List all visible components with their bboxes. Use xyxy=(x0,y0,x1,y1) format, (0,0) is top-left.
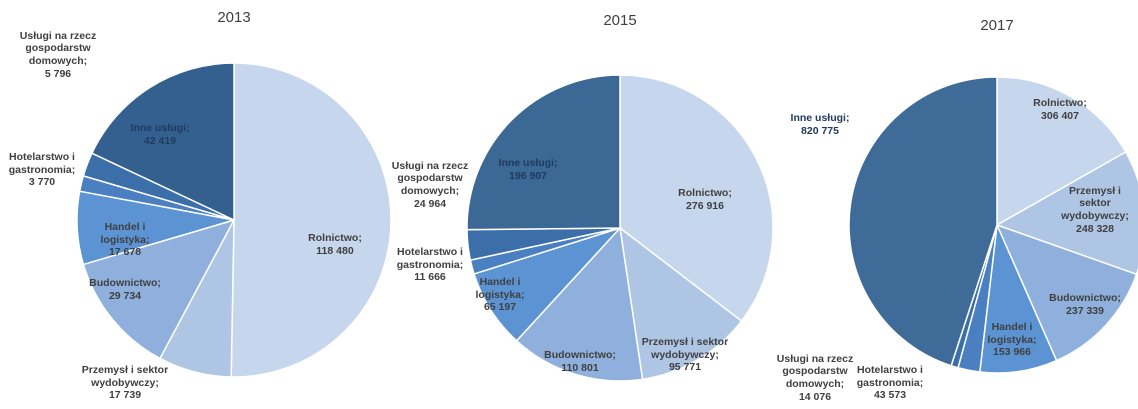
slice-label-box: Rolnictwo; 306 407 xyxy=(1020,80,1100,140)
slice-label-box: Budownictwo; 110 801 xyxy=(540,332,620,392)
chart-title: 2013 xyxy=(217,9,250,26)
pie-slice xyxy=(466,74,621,231)
slice-label: Handel i logistyka;153 966 xyxy=(982,310,1042,370)
slice-label: Usługi na rzecz gospodarstw domowych;5 7… xyxy=(13,25,103,85)
slice-value: 3 770 xyxy=(28,176,56,189)
slice-value: 196 907 xyxy=(509,170,547,182)
slice-value: 11 666 xyxy=(414,271,446,284)
slice-label-box: Hotelarstwo i gastronomia; 43 573 xyxy=(850,353,930,409)
pie-slice xyxy=(619,74,774,323)
slice-value: 248 328 xyxy=(1076,222,1114,235)
slice-label-box: Hotelarstwo i gastronomia; 3 770 xyxy=(2,140,82,200)
slice-category: Budownictwo; xyxy=(544,349,616,362)
slice-category: Rolnictwo; xyxy=(678,187,732,200)
slice-value: 95 771 xyxy=(668,361,702,374)
slice-label-box: Budownictwo; 237 339 xyxy=(1045,275,1125,335)
slice-category: Rolnictwo; xyxy=(1033,97,1087,110)
slice-label-box: Usługi na rzecz gospodarstw domowych; 5 7… xyxy=(13,25,103,85)
slice-category: Przemysł i sektor wydobywczy; xyxy=(81,364,169,389)
slice-category: Handel i logistyka; xyxy=(475,276,525,301)
slice-label-box: Handel i logistyka; 153 966 xyxy=(982,310,1042,370)
slice-label: Usługi na rzecz gospodarstw domowych;14 … xyxy=(775,348,855,408)
slice-value: 820 775 xyxy=(801,125,839,137)
slice-label: Rolnictwo;118 480 xyxy=(295,215,375,275)
pie-slice xyxy=(848,76,998,367)
slice-category: Budownictwo; xyxy=(1049,292,1121,305)
slice-label: Przemysł i sektor wydobywczy;248 328 xyxy=(1055,180,1135,240)
slice-label: Przemysł i sektor wydobywczy;95 771 xyxy=(630,325,740,385)
slice-value: 306 407 xyxy=(1041,110,1079,122)
chart-title: 2015 xyxy=(603,12,636,29)
slice-label-box: Rolnictwo; 276 916 xyxy=(665,170,745,230)
slice-value: 29 734 xyxy=(108,290,142,302)
slice-value: 24 964 xyxy=(413,197,447,210)
slice-category: Hotelarstwo i gastronomia; xyxy=(856,364,924,389)
pie-slice xyxy=(82,218,236,360)
slice-label: Hotelarstwo i gastronomia;11 666 xyxy=(390,235,470,295)
slice-label: Hotelarstwo i gastronomia;43 573 xyxy=(850,353,930,409)
slice-value: 17 739 xyxy=(108,389,142,402)
slice-label-box: Przemysł i sektor wydobywczy; 95 771 xyxy=(630,325,740,385)
slice-label-box: Handel i logistyka; 17 678 xyxy=(80,210,170,270)
slice-label-box: Usługi na rzecz gospodarstw domowych; 14 … xyxy=(775,348,855,408)
slice-label: Handel i logistyka;65 197 xyxy=(465,265,535,325)
slice-label: Inne usługi;820 775 xyxy=(785,95,855,155)
slice-value: 276 916 xyxy=(686,200,724,212)
slice-label: Budownictwo;237 339 xyxy=(1045,275,1125,335)
slice-category: Usługi na rzecz gospodarstw domowych; xyxy=(391,159,469,197)
slice-label-box: Rolnictwo; 118 480 xyxy=(295,215,375,275)
slice-label-box: Hotelarstwo i gastronomia; 11 666 xyxy=(390,235,470,295)
pie-slice xyxy=(515,226,644,382)
slice-label: Rolnictwo;276 916 xyxy=(665,170,745,230)
slice-value: 65 197 xyxy=(483,301,517,314)
slice-category: Hotelarstwo i gastronomia; xyxy=(396,246,464,271)
slice-category: Handel i logistyka; xyxy=(987,321,1037,346)
slice-label-box: Usługi na rzecz gospodarstw domowych; 24 … xyxy=(385,155,475,215)
slice-category: Handel i logistyka; xyxy=(100,221,150,246)
slice-value: 42 419 xyxy=(143,135,177,147)
pie-slice xyxy=(618,226,743,381)
pie-slice xyxy=(995,151,1138,276)
slice-value: 153 966 xyxy=(993,346,1031,359)
slice-label: Rolnictwo;306 407 xyxy=(1020,80,1100,140)
slice-label: Przemysł i sektor wydobywczy;17 739 xyxy=(75,353,175,409)
slice-label-box: Inne usługi; 820 775 xyxy=(785,95,855,155)
pie-slice xyxy=(90,62,235,222)
slice-category: Hotelarstwo i gastronomia; xyxy=(8,151,76,176)
slice-value: 237 339 xyxy=(1066,305,1104,317)
slice-label: Inne usługi;196 907 xyxy=(483,140,573,200)
slice-label-box: Budownictwo; 29 734 xyxy=(85,260,165,320)
slice-value: 5 796 xyxy=(44,67,72,80)
slice-category: Usługi na rzecz gospodarstw domowych; xyxy=(19,29,97,67)
slice-category: Inne usługi; xyxy=(790,112,850,125)
slice-label-box: Przemysł i sektor wydobywczy; 17 739 xyxy=(75,353,175,409)
slice-value: 43 573 xyxy=(873,389,907,402)
slice-label: Inne usługi;42 419 xyxy=(120,105,200,165)
pie-slice xyxy=(230,62,392,378)
slice-category: Budownictwo; xyxy=(89,277,161,290)
slice-label-box: Handel i logistyka; 65 197 xyxy=(465,265,535,325)
slice-value: 118 480 xyxy=(316,245,354,257)
slice-label: Hotelarstwo i gastronomia;3 770 xyxy=(2,140,82,200)
slice-label-box: Inne usługi; 196 907 xyxy=(483,140,573,200)
slice-label: Usługi na rzecz gospodarstw domowych;24 … xyxy=(385,155,475,215)
slice-category: Inne usługi; xyxy=(130,122,190,135)
slice-label: Handel i logistyka;17 678 xyxy=(80,210,170,270)
slice-label: Budownictwo;110 801 xyxy=(540,332,620,392)
slice-value: 110 801 xyxy=(561,362,599,374)
pie-slice xyxy=(996,76,1127,227)
pie-slice xyxy=(995,223,1138,362)
slice-label-box: Inne usługi; 42 419 xyxy=(120,105,200,165)
chart-title: 2017 xyxy=(980,17,1013,34)
slice-category: Rolnictwo; xyxy=(308,232,362,245)
slice-label-box: Przemysł i sektor wydobywczy; 248 328 xyxy=(1055,180,1135,240)
slice-category: Przemysł i sektor wydobywczy; xyxy=(1061,184,1129,222)
slice-category: Przemysł i sektor wydobywczy; xyxy=(641,336,729,361)
slice-label: Budownictwo;29 734 xyxy=(85,260,165,320)
slice-category: Inne usługi; xyxy=(498,157,558,170)
slice-value: 14 076 xyxy=(798,390,832,403)
slice-value: 17 678 xyxy=(108,246,142,259)
slice-category: Usługi na rzecz gospodarstw domowych; xyxy=(776,352,854,390)
